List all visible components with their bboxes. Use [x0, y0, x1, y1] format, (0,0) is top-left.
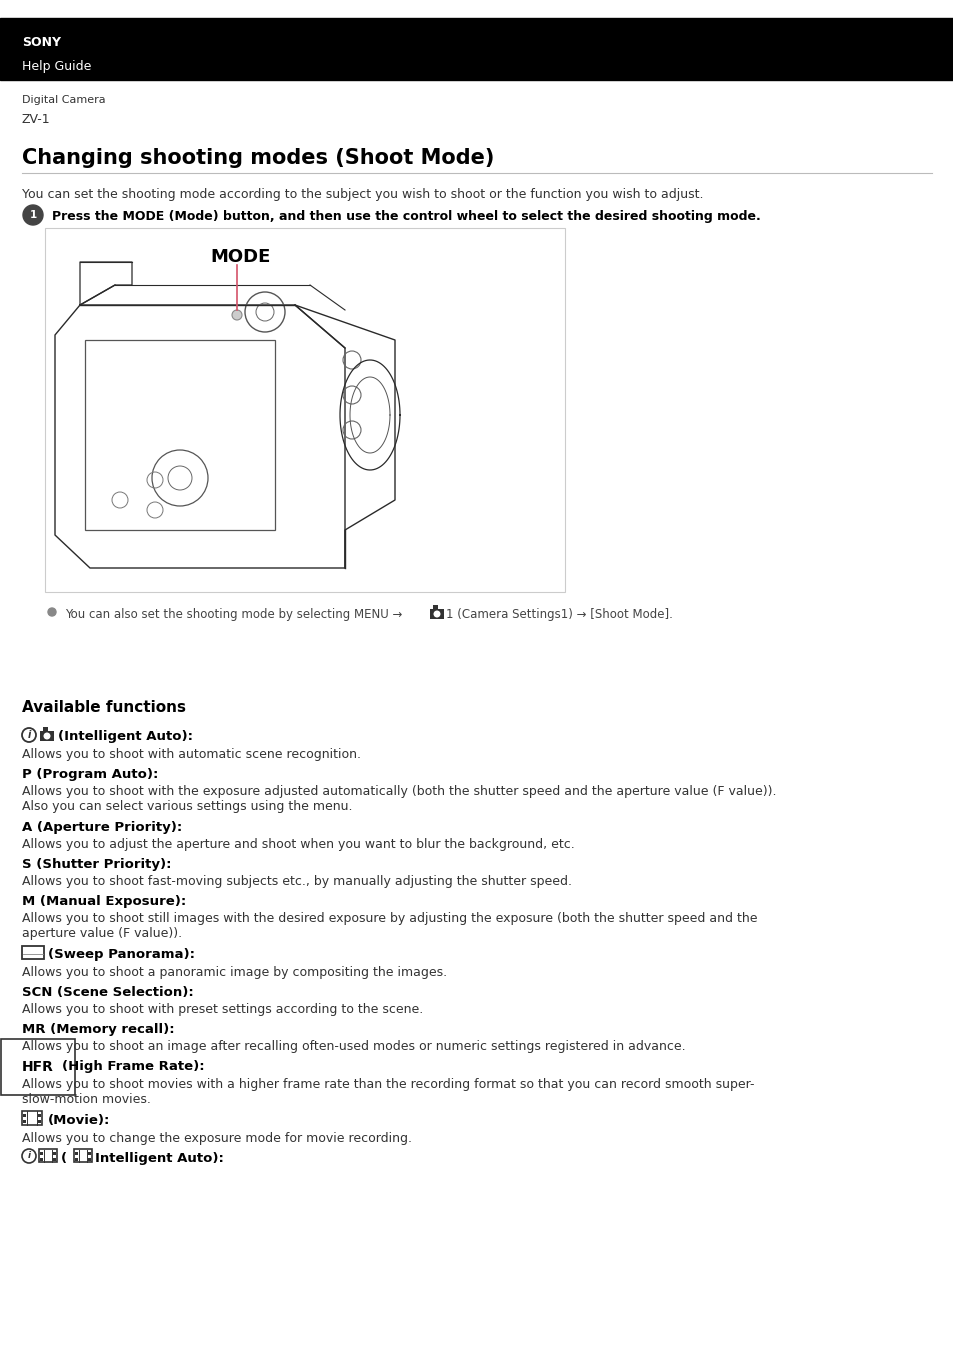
Circle shape	[44, 733, 51, 740]
Text: ZV-1: ZV-1	[22, 113, 51, 126]
Text: Changing shooting modes (Shoot Mode): Changing shooting modes (Shoot Mode)	[22, 148, 494, 167]
Bar	[88, 1158, 91, 1161]
Text: (: (	[61, 1152, 71, 1165]
Text: HFR: HFR	[22, 1060, 53, 1075]
Text: Allows you to shoot fast-moving subjects etc., by manually adjusting the shutter: Allows you to shoot fast-moving subjects…	[22, 875, 572, 888]
Bar	[40, 1158, 43, 1161]
Text: 1: 1	[30, 211, 36, 220]
Bar	[85, 340, 274, 531]
Circle shape	[48, 608, 56, 616]
Bar	[75, 1158, 78, 1161]
Text: Allows you to shoot a panoramic image by compositing the images.: Allows you to shoot a panoramic image by…	[22, 967, 447, 979]
Text: A (Aperture Priority):: A (Aperture Priority):	[22, 821, 182, 834]
Text: MR (Memory recall):: MR (Memory recall):	[22, 1023, 174, 1035]
Text: Digital Camera: Digital Camera	[22, 95, 106, 105]
Text: Allows you to shoot with the exposure adjusted automatically (both the shutter s: Allows you to shoot with the exposure ad…	[22, 784, 776, 813]
Circle shape	[433, 610, 440, 617]
Bar	[430, 609, 443, 620]
Text: SCN (Scene Selection):: SCN (Scene Selection):	[22, 986, 193, 999]
Bar	[53, 1158, 56, 1161]
Circle shape	[232, 310, 242, 320]
Text: MODE: MODE	[210, 248, 270, 266]
Bar	[40, 730, 54, 741]
Text: Allows you to shoot still images with the desired exposure by adjusting the expo: Allows you to shoot still images with th…	[22, 913, 757, 940]
Text: Allows you to adjust the aperture and shoot when you want to blur the background: Allows you to adjust the aperture and sh…	[22, 838, 574, 850]
Text: Help Guide: Help Guide	[22, 59, 91, 73]
Text: (High Frame Rate):: (High Frame Rate):	[62, 1060, 204, 1073]
Text: Allows you to shoot with automatic scene recognition.: Allows you to shoot with automatic scene…	[22, 748, 360, 761]
Bar	[43, 728, 48, 730]
Text: Allows you to shoot movies with a higher frame rate than the recording format so: Allows you to shoot movies with a higher…	[22, 1079, 754, 1106]
Text: Intelligent Auto):: Intelligent Auto):	[95, 1152, 224, 1165]
Text: Allows you to change the exposure mode for movie recording.: Allows you to change the exposure mode f…	[22, 1133, 412, 1145]
Circle shape	[23, 205, 43, 225]
Bar	[53, 1152, 56, 1156]
Bar	[22, 1111, 42, 1125]
Bar	[38, 1114, 41, 1116]
Bar	[74, 1149, 91, 1162]
Bar	[38, 1120, 41, 1123]
Text: Press the MODE (Mode) button, and then use the control wheel to select the desir: Press the MODE (Mode) button, and then u…	[52, 211, 760, 223]
Bar	[40, 1152, 43, 1156]
Bar	[22, 946, 44, 958]
Text: i: i	[28, 730, 30, 740]
Bar	[75, 1152, 78, 1156]
Bar	[23, 1114, 26, 1116]
Text: You can also set the shooting mode by selecting MENU →: You can also set the shooting mode by se…	[65, 608, 406, 621]
Bar	[23, 1120, 26, 1123]
Text: (Intelligent Auto):: (Intelligent Auto):	[58, 730, 193, 742]
Text: S (Shutter Priority):: S (Shutter Priority):	[22, 859, 172, 871]
Text: (Sweep Panorama):: (Sweep Panorama):	[48, 948, 194, 961]
Text: M (Manual Exposure):: M (Manual Exposure):	[22, 895, 186, 909]
Bar	[88, 1152, 91, 1156]
Bar	[0, 18, 953, 80]
Text: P (Program Auto):: P (Program Auto):	[22, 768, 158, 782]
Text: Allows you to shoot an image after recalling often-used modes or numeric setting: Allows you to shoot an image after recal…	[22, 1040, 685, 1053]
Bar	[39, 1149, 57, 1162]
Bar	[433, 605, 437, 609]
Text: Allows you to shoot with preset settings according to the scene.: Allows you to shoot with preset settings…	[22, 1003, 423, 1017]
Text: You can set the shooting mode according to the subject you wish to shoot or the : You can set the shooting mode according …	[22, 188, 702, 201]
Bar	[45, 228, 564, 593]
Text: Available functions: Available functions	[22, 701, 186, 716]
Text: (Movie):: (Movie):	[48, 1114, 111, 1127]
Text: SONY: SONY	[22, 36, 61, 49]
Text: i: i	[28, 1152, 30, 1161]
Text: 1 (Camera Settings1) → [Shoot Mode].: 1 (Camera Settings1) → [Shoot Mode].	[446, 608, 672, 621]
